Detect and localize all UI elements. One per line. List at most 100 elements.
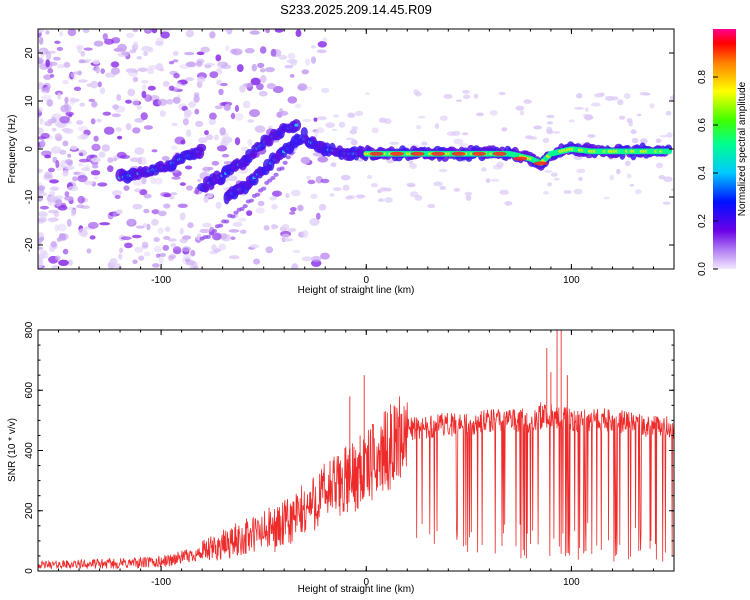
snr-y-tick-label: 800 — [24, 321, 35, 338]
spectrogram-blob — [112, 104, 119, 110]
spectrogram-blob — [584, 115, 593, 121]
spectrogram-blob — [117, 135, 123, 140]
spectrogram-peak — [533, 161, 548, 166]
spectrogram-blob — [187, 222, 194, 229]
spectrogram-blob — [604, 95, 615, 101]
spectrogram-blob — [56, 236, 67, 241]
spectrogram-blob — [242, 100, 251, 109]
spectrogram-blob — [38, 217, 48, 223]
spectrogram-blob — [129, 157, 140, 162]
spectrogram-blob — [230, 112, 236, 120]
spectrogram-blob — [131, 98, 140, 107]
spectrogram-blob — [95, 65, 100, 74]
spectrogram-blob — [132, 76, 139, 83]
spectrogram-blob — [145, 29, 151, 32]
spectrogram-blob — [136, 56, 143, 60]
spectrogram-blob — [251, 63, 257, 72]
spectrogram-blob — [155, 253, 161, 258]
spectrogram-blob — [62, 248, 69, 255]
spectrogram-blob — [107, 157, 114, 163]
spectrogram-blob — [80, 133, 89, 140]
spectrogram-blob — [155, 177, 163, 185]
spectrogram-blob — [81, 167, 91, 172]
spectrogram-blob — [124, 242, 133, 249]
spectrogram-blob — [310, 56, 317, 64]
spectrogram-blob — [415, 125, 422, 130]
spectrogram-blob — [662, 201, 671, 205]
spectrogram-blob — [272, 190, 282, 197]
spectrogram-blob — [626, 118, 633, 123]
spectrogram-blob — [473, 93, 479, 99]
spectrogram-peak — [431, 151, 446, 156]
spectrogram-blob — [168, 85, 175, 91]
spectrogram-blob — [89, 235, 96, 240]
spectrogram-peak — [451, 151, 466, 156]
spectrogram-blob — [141, 90, 147, 99]
spectrogram-blob — [265, 246, 274, 254]
colorbar-ticks: 0.0 0.2 0.4 0.6 0.8 — [697, 70, 718, 276]
spectrogram-blob — [113, 157, 118, 162]
snr-y-tick-label: 200 — [24, 502, 35, 519]
spectrogram-blob — [107, 165, 114, 173]
colorbar-gradient — [713, 29, 736, 269]
spectrogram-blob — [623, 93, 631, 99]
spectrogram-blob — [349, 129, 357, 135]
spectrogram-blob — [82, 29, 90, 33]
spectrogram-blob — [218, 88, 224, 96]
spectrogram-blob — [617, 99, 624, 106]
spectrogram-blob — [206, 193, 213, 199]
spectrogram-blob — [63, 128, 74, 134]
spectrogram-blob — [61, 151, 67, 155]
spectrogram-scatter — [38, 29, 674, 269]
spectrogram-blob — [64, 196, 74, 201]
spectrogram-blob — [46, 99, 54, 107]
spectrogram-blob — [167, 255, 175, 261]
spectrogram-blob — [258, 90, 268, 97]
spectrogram-blob — [214, 105, 223, 110]
spectrogram-blob — [269, 196, 277, 201]
spectrogram-blob — [46, 51, 52, 61]
spectrogram-blob — [418, 115, 426, 119]
spectrogram-blob — [239, 206, 245, 211]
snr-y-label: SNR (10 * v/v) — [7, 418, 18, 482]
spectrogram-blob — [55, 255, 61, 261]
spectrogram-blob — [157, 210, 167, 217]
spectrogram-blob — [141, 84, 147, 91]
spectrogram-blob — [170, 145, 178, 150]
spectrogram-blob — [224, 103, 231, 110]
spectrogram-blob — [219, 82, 228, 87]
spectrogram-blob — [72, 176, 78, 182]
spectrogram-blob — [116, 94, 122, 101]
spectrogram-blob — [345, 137, 355, 141]
spectrogram-blob — [640, 138, 648, 145]
spectrogram-blob — [234, 104, 240, 113]
spectrogram-blob — [183, 253, 192, 261]
spectrogram-blob — [218, 223, 224, 228]
spectrogram-blob — [655, 138, 662, 144]
spectrogram-blob — [259, 68, 266, 73]
spectrogram-blob — [287, 228, 297, 232]
spectrogram-blob — [153, 245, 162, 253]
spectrogram-peak — [513, 156, 528, 161]
spectrogram-blob — [247, 119, 255, 123]
spectrogram-blob — [255, 207, 265, 214]
spectrogram-blob — [533, 125, 542, 130]
spectrogram-blob — [609, 174, 614, 181]
spectrogram-blob — [286, 59, 298, 64]
spectrogram-blob — [193, 94, 200, 103]
spectrogram-blob — [499, 189, 510, 195]
spectrogram-blob — [40, 150, 52, 157]
spectrogram-blob — [185, 165, 193, 170]
spectrogram-blob — [80, 50, 86, 57]
spectrogram-blob — [179, 212, 186, 221]
spectrogram-blob — [215, 201, 222, 209]
spectrogram-blob — [38, 260, 44, 269]
spectrogram-blob — [279, 166, 285, 171]
spectrogram-blob — [239, 229, 247, 234]
spectrogram-blob — [287, 52, 296, 60]
spectrogram-blob — [249, 244, 259, 249]
spectrogram-blob — [259, 46, 267, 54]
spectrogram-blob — [141, 177, 147, 185]
